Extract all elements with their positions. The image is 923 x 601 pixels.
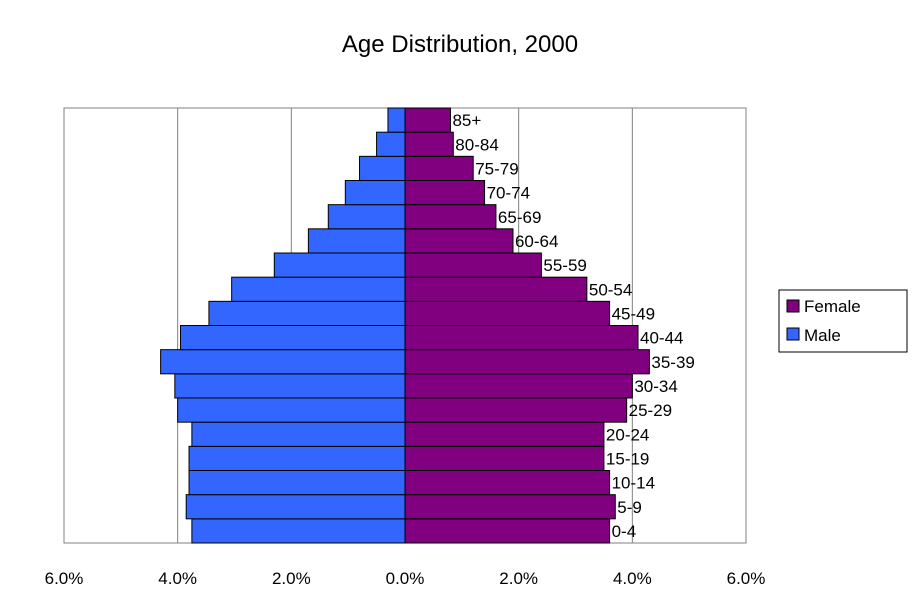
bar-male-10-14 [188,470,406,496]
x-tick-label: 6.0% [45,569,84,588]
bar-male-45-49 [208,300,406,327]
x-tick-label: 2.0% [499,569,538,588]
category-label: 5-9 [617,498,642,517]
category-label: 60-64 [515,232,558,251]
category-label: 25-29 [629,401,672,420]
category-label: 55-59 [543,256,586,275]
bar-female-20-24 [404,421,605,447]
bar-male-5-9 [185,494,406,520]
bar-male-50-54 [231,276,406,302]
bar-female-75-79 [404,155,474,181]
bars [160,107,650,544]
bar-female-15-19 [404,445,605,472]
bar-male-55-59 [273,252,406,278]
legend-box [778,289,908,353]
category-label: 20-24 [606,425,649,444]
x-tick-label: 2.0% [272,569,311,588]
category-label: 80-84 [455,135,498,154]
x-tick-label: 4.0% [613,569,652,588]
category-label: 10-14 [612,474,655,493]
legend-swatch-male [786,327,800,341]
legend: Female Male [778,289,908,353]
category-label: 45-49 [612,304,655,323]
category-label: 15-19 [606,449,649,468]
bar-female-50-54 [404,276,588,302]
bar-female-80-84 [404,131,454,157]
bar-female-30-34 [404,373,633,399]
category-label: 70-74 [487,184,530,203]
category-label: 30-34 [634,377,677,396]
x-tick-label: 6.0% [727,569,766,588]
category-label: 50-54 [589,280,632,299]
bar-male-30-34 [174,373,406,399]
bar-female-55-59 [404,252,542,278]
bar-male-75-79 [359,155,406,181]
legend-swatch-female [786,299,800,313]
bar-male-0-4 [191,518,406,544]
x-tick-label: 0.0% [386,569,425,588]
legend-label-male: Male [804,326,841,345]
category-label: 35-39 [651,353,694,372]
bar-female-0-4 [404,518,611,544]
x-tick-label: 4.0% [158,569,197,588]
bar-female-70-74 [404,180,486,206]
bar-male-80-84 [376,131,406,157]
category-labels: 0-4 5-9 10-14 15-19 20-24 25-29 30-34 35-39 40-4… [452,111,694,541]
bar-male-85+ [387,107,406,133]
bar-female-35-39 [404,349,650,375]
bar-male-40-44 [180,325,406,351]
bar-male-15-19 [188,445,406,472]
bar-female-45-49 [404,300,611,327]
bar-male-60-64 [307,228,406,254]
category-label: 0-4 [612,522,637,541]
bar-male-65-69 [327,204,406,230]
bar-female-60-64 [404,228,514,254]
category-label: 65-69 [498,208,541,227]
bar-female-25-29 [404,397,628,423]
bar-male-35-39 [160,349,406,375]
bar-female-65-69 [404,204,497,230]
chart-title: Age Distribution, 2000 [342,31,578,58]
category-label: 75-79 [475,159,518,178]
x-axis-ticks: 6.0% 4.0% 2.0% 0.0% 2.0% 4.0% 6.0% [45,569,766,588]
bar-male-20-24 [191,421,406,447]
bar-male-70-74 [344,180,406,206]
bar-female-10-14 [404,470,611,496]
bar-male-25-29 [177,397,406,423]
category-label: 85+ [452,111,481,130]
bar-female-40-44 [404,325,639,351]
legend-label-female: Female [804,297,861,316]
bar-female-5-9 [404,494,616,520]
category-label: 40-44 [640,329,683,348]
bar-female-85+ [404,107,451,133]
